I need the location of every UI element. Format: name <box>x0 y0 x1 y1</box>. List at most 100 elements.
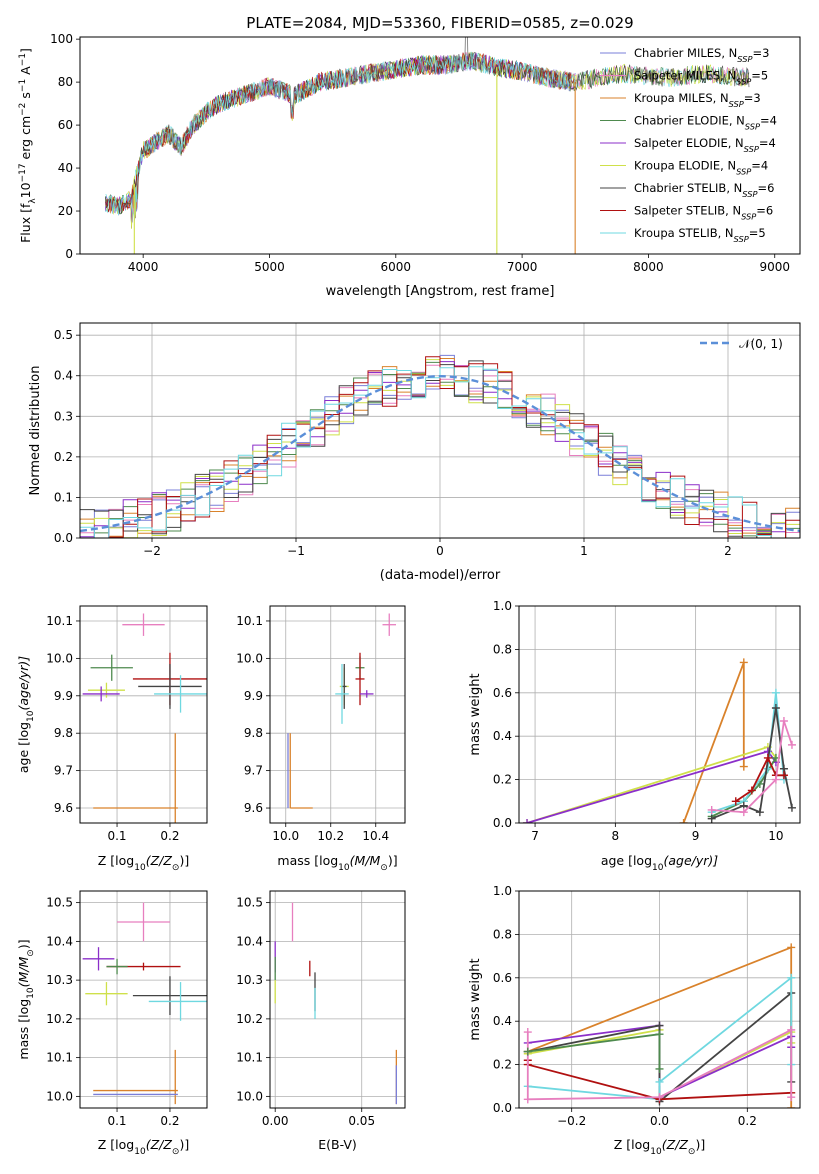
gaussian-curve <box>80 374 800 533</box>
y-axis-label: mass weight <box>468 673 483 755</box>
label-part: =6 <box>757 181 774 195</box>
y-tick-label: 9.6 <box>244 801 263 815</box>
legend-entry: Kroupa ELODIE, NSSP=4 <box>634 159 768 177</box>
y-tick-label: 0.1 <box>54 490 73 504</box>
y-tick-label: 0.6 <box>493 971 512 985</box>
axes-z-weight: −0.2 0.0 0.2 0.0 0.2 0.4 0.6 0.8 1.0 mass weight Z… <box>468 884 801 1157</box>
x-tick-label: 0.2 <box>160 1114 179 1128</box>
weight-marker-salpeter_stelib <box>731 797 740 806</box>
x-tick-label: 0.2 <box>738 1114 757 1128</box>
weight-marker-chabrier_elodie <box>523 1047 532 1056</box>
label-part: Salpeter STELIB, N <box>634 204 741 218</box>
plot-layer: 4000 5000 6000 7000 8000 9000020406080100wave… <box>16 32 801 1157</box>
label-part: Chabrier MILES, N <box>634 46 737 60</box>
y-tick-label: 0.3 <box>54 409 73 423</box>
x-tick-label: −1 <box>287 544 305 558</box>
label-part: −1 <box>18 53 28 66</box>
y-tick-label: 0.0 <box>493 816 512 830</box>
y-tick-label: 9.8 <box>54 726 73 740</box>
histogram-salpeter_stelib <box>80 356 800 538</box>
y-tick-label: 10.0 <box>46 1089 73 1103</box>
axes-frame <box>269 605 406 824</box>
label-part: Chabrier ELODIE, N <box>634 114 745 128</box>
label-part: =3 <box>744 91 761 105</box>
weight-marker-salpeter_miles <box>739 808 748 817</box>
y-tick-label: 9.9 <box>54 689 73 703</box>
y-tick-label: 0.4 <box>493 729 512 743</box>
y-tick-label: 10.3 <box>236 973 263 987</box>
y-tick-label: 100 <box>50 32 73 46</box>
x-tick-label: 7000 <box>507 260 538 274</box>
label-part: Kroupa ELODIE, N <box>634 159 736 173</box>
axes-frame <box>518 605 801 824</box>
legend-entry: Kroupa MILES, NSSP=3 <box>634 91 761 109</box>
label-part: Salpeter ELODIE, N <box>634 136 744 150</box>
y-tick-label: 9.8 <box>244 726 263 740</box>
x-tick-label: 8000 <box>633 260 664 274</box>
plot-area <box>80 354 800 538</box>
weight-marker-chabrier_elodie <box>655 1064 664 1073</box>
label-part: age [log <box>16 722 31 773</box>
weight-marker-salpeter_miles <box>787 1093 796 1102</box>
x-axis-label: age [log10(age/yr)] <box>601 853 718 873</box>
x-tick-label: 0.0 <box>650 1114 669 1128</box>
y-tick-label: 10.0 <box>46 651 73 665</box>
x-tick-label: 10.0 <box>272 829 299 843</box>
y-tick-label: 1.0 <box>493 884 512 898</box>
y-axis-label: mass [log10(M/M⊙)] <box>16 939 36 1059</box>
plot-area <box>523 943 796 1108</box>
x-tick-label: 10.4 <box>362 829 389 843</box>
y-tick-label: 0.2 <box>54 450 73 464</box>
label-part: (age/yr)] <box>663 853 718 868</box>
y-tick-label: 0 <box>65 247 73 261</box>
x-tick-label: 4000 <box>128 260 159 274</box>
plot-area <box>287 613 396 809</box>
y-tick-label: 9.6 <box>54 801 73 815</box>
label-part: SSP <box>744 144 759 154</box>
label-part: Flux [f <box>18 203 33 243</box>
label-part: )] <box>695 1137 705 1152</box>
label-part: (Z/Z <box>662 1137 689 1152</box>
histogram-kroupa_stelib <box>80 366 800 538</box>
label-part: )] <box>179 853 189 868</box>
label-part: =5 <box>749 226 766 240</box>
label-part: λ <box>28 198 38 204</box>
y-tick-label: 0.0 <box>54 531 73 545</box>
label-part: SSP <box>734 234 749 244</box>
y-axis-label: age [log10(age/yr)] <box>16 656 36 773</box>
axes-frame <box>79 605 208 824</box>
label-part: =4 <box>760 114 777 128</box>
label-part: age [log <box>601 853 652 868</box>
y-tick-label: 10.1 <box>236 1051 263 1065</box>
x-axis-label: Z [log10(Z/Z⊙)] <box>98 1137 189 1157</box>
plot-area <box>82 902 207 1105</box>
label-part: =4 <box>759 136 776 150</box>
x-tick-label: 7 <box>531 829 539 843</box>
label-part: )] <box>16 939 31 949</box>
label-part: SSP <box>742 189 757 199</box>
weight-marker-salpeter_miles <box>655 1093 664 1102</box>
label-part: SSP <box>737 54 752 64</box>
label-part: 10 <box>338 863 350 873</box>
label-part: mass [log <box>277 853 338 868</box>
legend-entry: Chabrier ELODIE, NSSP=4 <box>634 114 777 132</box>
label-part: =5 <box>751 69 768 83</box>
label-part: ⊙ <box>172 863 180 873</box>
y-tick-label: 9.9 <box>244 689 263 703</box>
label-part: erg cm <box>18 116 33 164</box>
label-part: (Z/Z <box>146 853 173 868</box>
weight-marker-salpeter_miles <box>523 1028 532 1037</box>
label-part: =4 <box>751 159 768 173</box>
label-part: Z [log <box>614 1137 650 1152</box>
y-tick-label: 0.0 <box>493 1101 512 1115</box>
weight-marker-kroupa_stelib <box>787 973 796 982</box>
x-tick-label: −2 <box>143 544 161 558</box>
y-tick-label: 1.0 <box>493 599 512 613</box>
label-part: 10 <box>134 863 146 873</box>
spectrum-line-chabrier_stelib <box>105 37 750 215</box>
axes-frame <box>79 890 208 1109</box>
legend-entry: Salpeter ELODIE, NSSP=4 <box>634 136 776 154</box>
x-axis-label: wavelength [Angstrom, rest frame] <box>326 284 555 299</box>
weight-marker-salpeter_miles <box>523 1095 532 1104</box>
